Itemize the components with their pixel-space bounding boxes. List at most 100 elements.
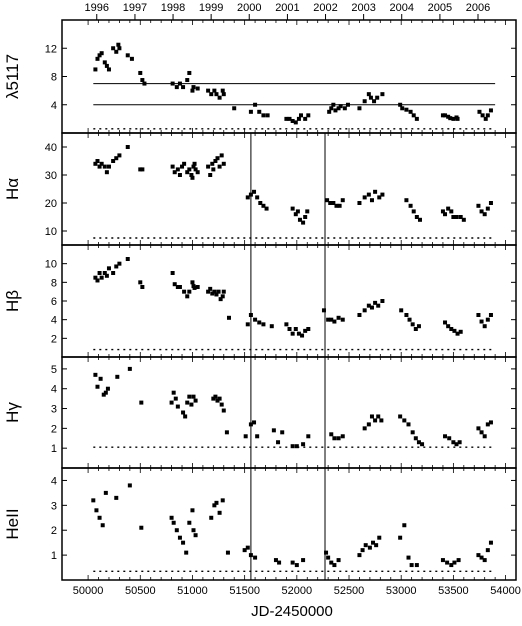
data-point [399,308,404,313]
data-point [214,500,219,505]
data-point [190,88,195,93]
data-point [190,280,195,285]
y-tick-label: 4 [51,315,57,327]
data-point [301,558,306,563]
data-point [332,563,337,568]
data-point [170,81,175,86]
y-tick-label: 4 [51,384,57,396]
data-point [245,322,250,327]
data-point [290,331,295,336]
data-point [290,206,295,211]
data-point [443,113,448,118]
data-point [306,113,311,118]
data-point [287,116,292,121]
data-point [114,264,119,269]
year-label: 1998 [161,2,185,14]
data-point [175,285,180,289]
data-point [287,327,292,331]
data-point [297,217,302,222]
panel-l5117: 4 8 12 λ5117 [3,19,517,134]
data-point [404,107,409,112]
data-point [253,555,258,560]
data-point [245,195,250,200]
data-point [360,548,365,553]
data-point [208,173,213,177]
data-point [296,331,301,336]
data-point [328,201,333,205]
data-point [261,113,266,118]
data-point [413,436,418,441]
data-point [380,92,385,97]
data-point [171,390,176,395]
data-point [114,156,119,161]
data-point [93,161,98,166]
data-point [336,315,341,320]
data-point [451,215,456,219]
data-point [293,212,298,217]
data-point [245,545,250,550]
data-point [127,366,132,371]
data-point [327,109,332,114]
data-point [461,217,466,222]
data-point [443,434,448,439]
data-point [192,285,197,290]
data-point [303,215,308,219]
data-point [138,70,143,75]
data-point [404,198,409,203]
data-point [97,271,102,275]
jd-tick-label: 53000 [386,585,417,597]
data-point [99,275,104,280]
data-point [357,553,362,558]
data-point [446,114,451,119]
data-point [93,372,98,377]
data-point [243,434,248,439]
data-point [177,81,182,86]
data-point [181,85,186,90]
data-point [93,275,98,280]
data-point [377,195,382,200]
data-point [95,56,100,61]
data-point [454,215,459,219]
data-point [195,170,200,175]
data-point [301,220,306,225]
y-axis-label: Hγ [3,402,22,423]
y-tick-label: 1 [51,550,57,562]
data-point [342,106,347,111]
data-point [248,109,253,114]
y-axis-label: Hβ [3,290,22,312]
data-point [217,396,222,401]
y-tick-label: 1 [51,443,57,455]
data-point [455,331,460,336]
panel-HeII: 1 2 3 4 HeII [3,467,517,581]
data-point [255,195,260,200]
x-axis-label: JD-2450000 [251,603,333,620]
data-point [189,173,194,177]
vertical-marker-lines [250,133,326,580]
data-point [485,422,490,427]
data-point [127,483,132,488]
data-point [376,414,381,419]
data-point [329,432,334,437]
y-tick-label: 40 [45,142,57,154]
data-point [224,430,229,435]
data-point [191,85,196,90]
data-point [345,102,350,107]
data-point [479,555,484,560]
top-year-axis: 1996 1997 1998 1999 2000 2001 2002 2003 2004 2005… [85,2,490,20]
data-point [398,535,403,540]
data-point [357,313,362,317]
data-point [213,159,218,163]
data-point [129,56,134,61]
data-point [255,434,260,439]
data-point [95,384,100,389]
data-point [182,289,187,294]
data-point [264,206,269,211]
jd-tick-label: 50500 [125,585,156,597]
data-point [185,170,190,175]
y-tick-label: 30 [45,170,57,182]
data-point [138,280,143,285]
data-point [411,209,416,214]
data-point [104,273,109,278]
data-point [117,261,122,266]
panel-Ha: 10 20 30 40 Hα [3,132,517,246]
